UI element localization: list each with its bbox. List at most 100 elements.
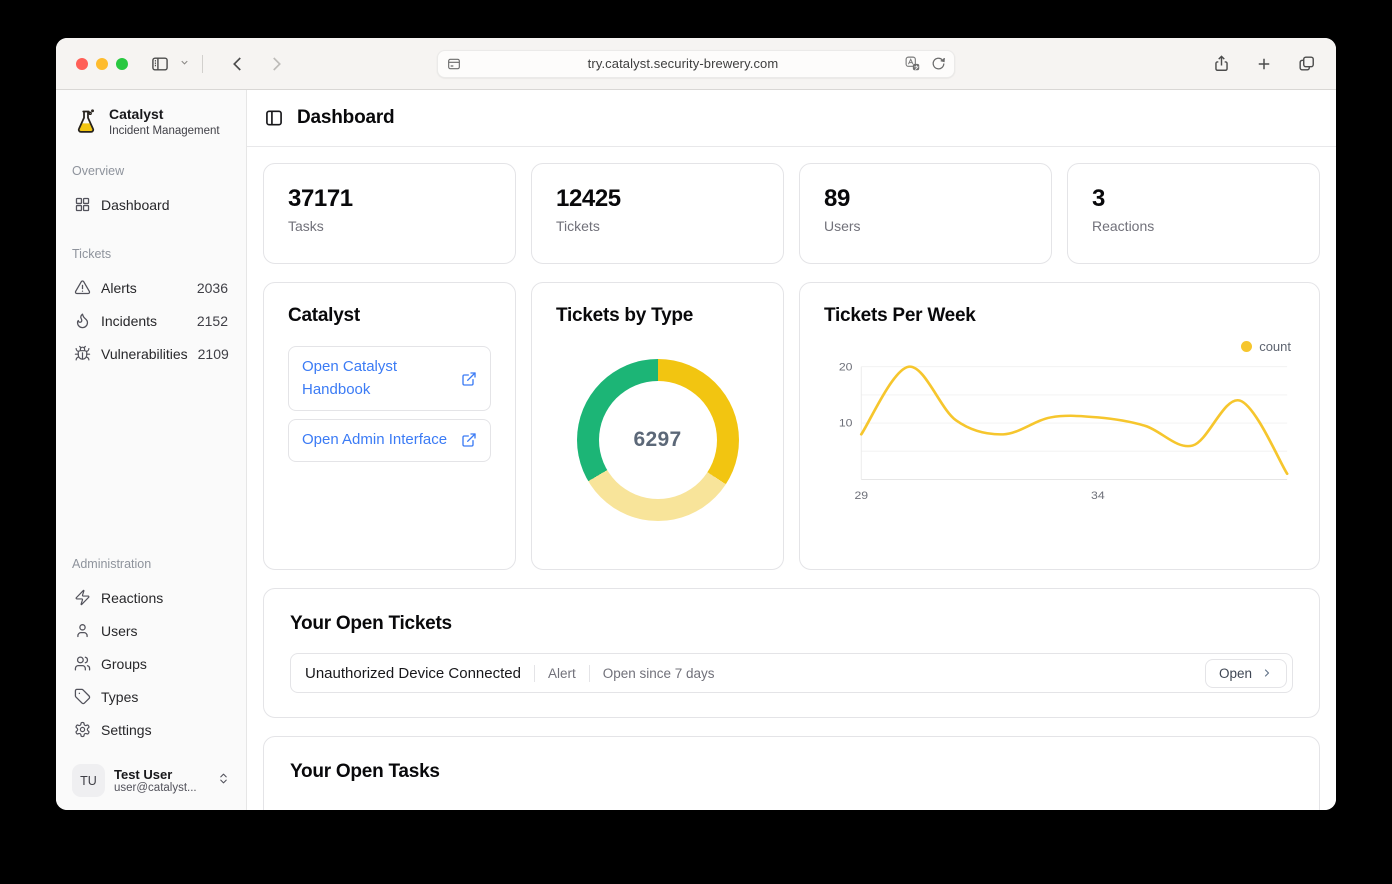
back-button[interactable] (229, 55, 247, 73)
page-header: Dashboard (247, 90, 1336, 147)
sidebar-item-alerts[interactable]: Alerts 2036 (72, 271, 230, 304)
reader-view-icon[interactable] (446, 56, 462, 72)
dashboard-grid-icon (74, 196, 91, 213)
stat-card-users: 89 Users (799, 163, 1052, 264)
tickets-per-week-card: Tickets Per Week count 10 20 29 34 (799, 282, 1320, 570)
stat-label: Reactions (1092, 218, 1155, 234)
user-menu[interactable]: TU Test User user@catalyst... (72, 764, 230, 797)
user-avatar: TU (72, 764, 105, 797)
open-ticket-button[interactable]: Open (1204, 658, 1287, 688)
page-title: Dashboard (297, 107, 395, 128)
sidebar-item-incidents[interactable]: Incidents 2152 (72, 304, 230, 337)
stat-value: 3 (1092, 185, 1105, 212)
your-open-tickets-card: Your Open Tickets Unauthorized Device Co… (263, 588, 1320, 718)
sidebar-item-label: Incidents (101, 312, 158, 329)
tag-icon (74, 688, 91, 705)
open-handbook-link[interactable]: Open Catalyst Handbook (288, 346, 491, 411)
browser-toolbar: try.catalyst.security-brewery.com (56, 38, 1336, 90)
svg-text:29: 29 (854, 490, 868, 502)
widgets-row: Catalyst Open Catalyst Handbook (263, 282, 1320, 570)
forward-button[interactable] (267, 55, 285, 73)
translate-icon[interactable] (904, 55, 921, 72)
zoom-window-button[interactable] (116, 57, 128, 70)
browser-window: try.catalyst.security-brewery.com (56, 38, 1336, 810)
section-label-overview: Overview (72, 164, 125, 179)
stat-label: Tickets (556, 218, 600, 234)
sidebar-item-label: Groups (101, 655, 147, 672)
browser-sidebar-toggle-button[interactable] (150, 54, 170, 74)
divider (533, 664, 535, 682)
user-name: Test User (114, 767, 173, 782)
sidebar-item-label: Reactions (101, 589, 164, 606)
donut-chart: 6297 (576, 359, 739, 521)
donut-center-value: 6297 (633, 428, 682, 451)
open-tasks-title: Your Open Tasks (290, 761, 440, 782)
section-label-tickets: Tickets (72, 247, 112, 262)
tab-overview-button[interactable] (1297, 54, 1316, 73)
app-sidebar: Catalyst Incident Management Overview (56, 90, 247, 810)
stat-card-reactions: 3 Reactions (1067, 163, 1320, 264)
sidebar-nav: Overview Dashboard Tick (72, 138, 230, 746)
stat-card-tickets: 12425 Tickets (531, 163, 784, 264)
stat-card-tasks: 37171 Tasks (263, 163, 516, 264)
url-text[interactable]: try.catalyst.security-brewery.com (587, 56, 779, 71)
section-label-administration: Administration (72, 557, 152, 571)
external-link-icon (461, 371, 477, 387)
app-subtitle: Incident Management (109, 124, 220, 137)
donut-hole (598, 381, 717, 499)
traffic-lights (76, 57, 128, 70)
catalyst-card-title: Catalyst (288, 305, 360, 326)
divider (588, 664, 590, 682)
donut-chart-title: Tickets by Type (556, 305, 694, 326)
stats-row: 37171 Tasks 12425 Tickets 89 Users 3 (263, 163, 1320, 264)
legend-dot-count (1241, 341, 1253, 352)
sidebar-item-label: Vulnerabilities (101, 345, 188, 362)
alerts-count: 2036 (196, 279, 228, 296)
incidents-count: 2152 (196, 312, 228, 329)
catalyst-links-card: Catalyst Open Catalyst Handbook (263, 282, 516, 570)
sidebar-item-label: Settings (101, 721, 152, 738)
stat-label: Users (824, 218, 861, 234)
ticket-age: Open since 7 days (602, 665, 715, 681)
svg-text:20: 20 (839, 361, 853, 373)
user-icon (74, 622, 91, 639)
app-sidebar-toggle-button[interactable] (264, 108, 284, 128)
address-bar[interactable]: try.catalyst.security-brewery.com (437, 49, 955, 78)
svg-text:34: 34 (1091, 490, 1105, 502)
new-tab-button[interactable] (1255, 55, 1273, 73)
sidebar-item-settings[interactable]: Settings (72, 713, 230, 746)
sidebar-item-groups[interactable]: Groups (72, 647, 230, 680)
open-tickets-title: Your Open Tickets (290, 613, 452, 634)
tickets-by-type-card: Tickets by Type 6297 (531, 282, 784, 570)
ticket-name: Unauthorized Device Connected (305, 664, 521, 682)
share-button[interactable] (1212, 54, 1231, 73)
sidebar-item-users[interactable]: Users (72, 614, 230, 647)
sidebar-item-dashboard[interactable]: Dashboard (72, 188, 230, 221)
chevron-right-icon (1264, 669, 1270, 677)
chevrons-up-down-icon (217, 772, 230, 790)
stat-label: Tasks (288, 218, 324, 234)
sidebar-item-vulnerabilities[interactable]: Vulnerabilities 2109 (72, 337, 230, 370)
app-logo-row[interactable]: Catalyst Incident Management (72, 106, 230, 138)
zap-icon (74, 589, 91, 606)
toolbar-divider (202, 54, 203, 73)
minimize-window-button[interactable] (96, 57, 108, 70)
legend-label-count: count (1259, 339, 1291, 354)
flask-logo-icon (77, 109, 95, 134)
close-window-button[interactable] (76, 57, 88, 70)
open-admin-interface-link[interactable]: Open Admin Interface (288, 419, 491, 462)
ticket-row[interactable]: Unauthorized Device Connected Alert Open… (290, 653, 1293, 693)
user-email: user@catalyst... (114, 782, 197, 794)
open-handbook-label: Open Catalyst Handbook (302, 358, 398, 398)
sidebar-item-reactions[interactable]: Reactions (72, 581, 230, 614)
sidebar-item-types[interactable]: Types (72, 680, 230, 713)
open-ticket-button-label: Open (1218, 665, 1252, 681)
stat-value: 89 (824, 185, 850, 212)
flame-icon (74, 312, 91, 329)
sidebar-options-chevron-icon[interactable] (179, 55, 190, 73)
stat-value: 12425 (556, 185, 621, 212)
app-name: Catalyst (109, 106, 164, 122)
reload-icon[interactable] (931, 56, 946, 71)
external-link-icon (461, 432, 477, 448)
